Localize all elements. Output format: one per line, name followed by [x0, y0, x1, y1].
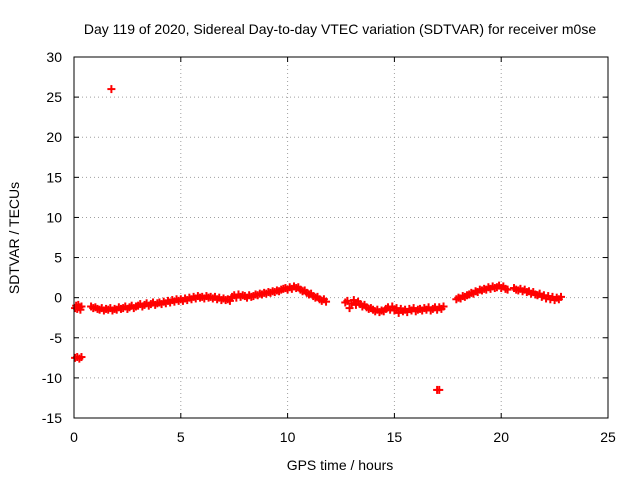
y-tick-label: 25 — [46, 89, 62, 105]
x-tick-label: 10 — [280, 429, 296, 445]
y-tick-label: 10 — [46, 209, 62, 225]
data-point — [439, 302, 448, 311]
data-point — [225, 296, 234, 305]
x-tick-label: 25 — [600, 429, 616, 445]
data-point — [349, 296, 358, 305]
x-axis-label: GPS time / hours — [287, 457, 394, 473]
grid — [74, 57, 608, 418]
y-tick-label: -5 — [50, 330, 63, 346]
data-points — [71, 85, 566, 394]
plot-frame — [73, 56, 609, 419]
data-point — [503, 285, 512, 294]
y-axis-label: SDTVAR / TECUs — [6, 182, 22, 294]
y-tick-label: -15 — [42, 410, 62, 426]
y-tick-label: 30 — [46, 49, 62, 65]
data-point — [77, 302, 86, 311]
x-tick-label: 20 — [493, 429, 509, 445]
data-point — [345, 304, 354, 313]
y-tick-label: 5 — [54, 250, 62, 266]
data-point — [322, 297, 331, 306]
data-point — [435, 385, 444, 394]
y-tick-label: -10 — [42, 370, 62, 386]
data-point — [394, 308, 403, 317]
axis-ticks — [73, 56, 609, 419]
x-tick-label: 15 — [387, 429, 403, 445]
x-tick-label: 0 — [70, 429, 78, 445]
data-point — [557, 292, 566, 301]
data-point — [107, 85, 116, 94]
chart-title: Day 119 of 2020, Sidereal Day-to-day VTE… — [84, 21, 596, 37]
y-tick-label: 0 — [54, 290, 62, 306]
y-tick-labels: -15 -10 -5 0 5 10 15 20 25 30 — [42, 49, 62, 426]
x-tick-label: 5 — [177, 429, 185, 445]
data-point — [388, 302, 397, 311]
x-tick-labels: 0 5 10 15 20 25 — [70, 429, 616, 445]
y-tick-label: 15 — [46, 169, 62, 185]
data-point — [77, 353, 86, 362]
y-tick-label: 20 — [46, 129, 62, 145]
